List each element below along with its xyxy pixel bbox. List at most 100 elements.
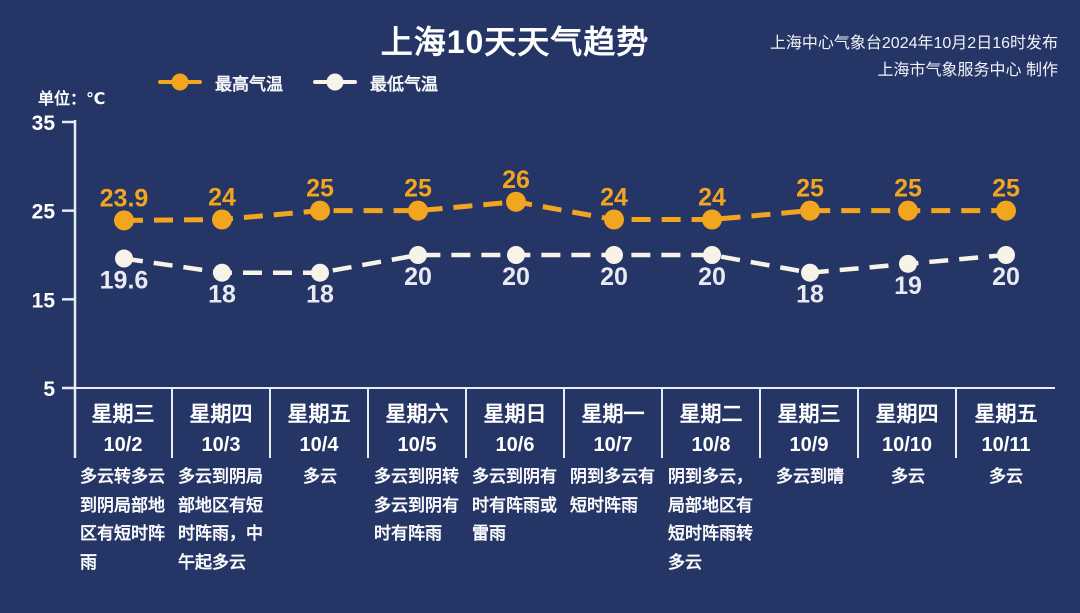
- high-temp-value: 25: [894, 175, 922, 203]
- low-temp-point: [311, 263, 329, 282]
- weather-cell: 阴到多云，局部地区有短时阵雨转多云: [663, 463, 761, 577]
- weekday-label: 星期日: [483, 403, 547, 426]
- high-temp-value: 25: [404, 175, 432, 203]
- low-temp-value: 20: [992, 263, 1020, 291]
- y-axis-tick-label: 35: [32, 112, 56, 135]
- high-temp-point: [408, 200, 428, 221]
- low-temp-line: [123, 252, 1007, 276]
- date-label: 10/10: [881, 434, 933, 456]
- weather-cell: 多云到阴有时有阵雨或雷雨: [467, 463, 565, 577]
- low-temp-value: 20: [600, 263, 628, 291]
- weather-description: 多云转多云到阴局部地区有短时阵雨: [80, 467, 165, 572]
- day-cell: 星期三 10/9: [761, 389, 859, 458]
- chart-legend: 最高气温 最低气温: [158, 70, 438, 95]
- day-cell: 星期六 10/5: [369, 389, 467, 458]
- low-temp-value: 20: [698, 263, 726, 291]
- weather-cell: 阴到多云有短时阵雨: [565, 463, 663, 577]
- low-temp-value: 19: [894, 272, 922, 300]
- weather-cell: 多云转多云到阴局部地区有短时阵雨: [75, 463, 173, 577]
- weekday-label: 星期二: [679, 403, 743, 426]
- weather-cell: 多云到晴: [761, 463, 859, 577]
- high-temp-point: [506, 191, 526, 212]
- weather-description: 阴到多云有短时阵雨: [570, 467, 655, 515]
- date-label: 10/5: [397, 434, 437, 456]
- low-temp-point: [899, 254, 917, 273]
- weather-description: 多云到晴: [776, 467, 844, 486]
- weather-forecast-row: 多云转多云到阴局部地区有短时阵雨 多云到阴局部地区有短时阵雨，中午起多云 多云 多云到…: [75, 463, 1055, 577]
- legend-item: 最低气温: [313, 70, 438, 95]
- high-temp-point: [212, 209, 232, 230]
- low-temp-point: [997, 246, 1015, 264]
- y-axis-tick-label: 5: [43, 378, 55, 401]
- weather-description: 多云: [989, 467, 1023, 486]
- weather-cell: 多云: [271, 463, 369, 577]
- weather-cell: 多云到阴转多云到阴有时有阵雨: [369, 463, 467, 577]
- weather-description: 多云到阴局部地区有短时阵雨，中午起多云: [178, 467, 263, 572]
- high-temp-point: [310, 200, 330, 221]
- publisher-info: 上海中心气象台2024年10月2日16时发布 上海市气象服务中心 制作: [770, 30, 1058, 84]
- date-label: 10/3: [201, 434, 241, 456]
- low-temp-point: [605, 246, 623, 264]
- weekday-label: 星期五: [974, 403, 1038, 426]
- date-label: 10/2: [103, 434, 143, 456]
- weather-cell: 多云: [957, 463, 1055, 577]
- legend-line-dot-icon: [158, 73, 202, 91]
- date-label: 10/6: [495, 434, 535, 456]
- weekday-label: 星期一: [581, 403, 645, 426]
- low-temp-point: [213, 263, 231, 282]
- weekday-label: 星期三: [91, 403, 155, 426]
- day-cell: 星期五 10/11: [957, 389, 1055, 458]
- legend-line-dot-icon: [313, 73, 357, 91]
- weather-description: 多云: [303, 467, 337, 486]
- low-temp-value: 18: [306, 281, 334, 309]
- weekday-label: 星期四: [875, 403, 939, 426]
- high-temp-point: [114, 210, 134, 231]
- day-cell: 星期五 10/4: [271, 389, 369, 458]
- day-cell: 星期三 10/2: [75, 389, 173, 458]
- high-temp-line: [123, 199, 1006, 223]
- y-axis-tick-label: 15: [32, 289, 56, 312]
- weekday-label: 星期三: [777, 403, 841, 426]
- publisher-line-2: 上海市气象服务中心 制作: [877, 62, 1058, 79]
- low-temp-value: 19.6: [100, 267, 149, 295]
- weekday-label: 星期四: [189, 403, 253, 426]
- legend-label: 最低气温: [370, 74, 438, 94]
- weekday-label: 星期六: [385, 403, 449, 426]
- unit-label: 单位：℃: [38, 91, 106, 108]
- day-cell: 星期四 10/10: [859, 389, 957, 458]
- page-title: 上海10天天气趋势: [380, 24, 650, 60]
- day-axis-row: 星期三 10/2 星期四 10/3 星期五 10/4 星期六 10/5 星期日 10/6 星期一 10…: [75, 387, 1055, 458]
- low-temp-point: [703, 246, 721, 264]
- publisher-line-1: 上海中心气象台2024年10月2日16时发布: [769, 35, 1058, 52]
- high-temp-value: 24: [600, 184, 628, 212]
- day-cell: 星期一 10/7: [565, 389, 663, 458]
- high-temp-point: [800, 200, 820, 221]
- weather-cell: 多云到阴局部地区有短时阵雨，中午起多云: [173, 463, 271, 577]
- low-temp-value: 18: [796, 281, 824, 309]
- date-label: 10/11: [981, 434, 1031, 456]
- weather-cell: 多云: [859, 463, 957, 577]
- date-label: 10/4: [299, 434, 339, 456]
- high-temp-value: 25: [992, 175, 1020, 203]
- low-temp-value: 20: [502, 263, 530, 291]
- weekday-label: 星期五: [287, 403, 351, 426]
- high-temp-value: 25: [306, 175, 334, 203]
- day-cell: 星期四 10/3: [173, 389, 271, 458]
- high-temp-point: [898, 200, 918, 221]
- legend-item: 最高气温: [158, 70, 283, 95]
- day-cell: 星期日 10/6: [467, 389, 565, 458]
- high-temp-value: 23.9: [100, 184, 149, 212]
- weather-description: 多云: [891, 467, 925, 486]
- high-temp-point: [604, 209, 624, 230]
- low-temp-point: [507, 246, 525, 264]
- date-label: 10/8: [691, 434, 731, 456]
- high-temp-value: 24: [698, 184, 726, 212]
- weather-description: 多云到阴转多云到阴有时有阵雨: [374, 467, 459, 543]
- weather-description: 多云到阴有时有阵雨或雷雨: [472, 467, 557, 543]
- day-cell: 星期二 10/8: [663, 389, 761, 458]
- high-temp-value: 26: [502, 166, 530, 194]
- weather-description: 阴到多云，局部地区有短时阵雨转多云: [668, 467, 753, 572]
- low-temp-point: [115, 249, 133, 268]
